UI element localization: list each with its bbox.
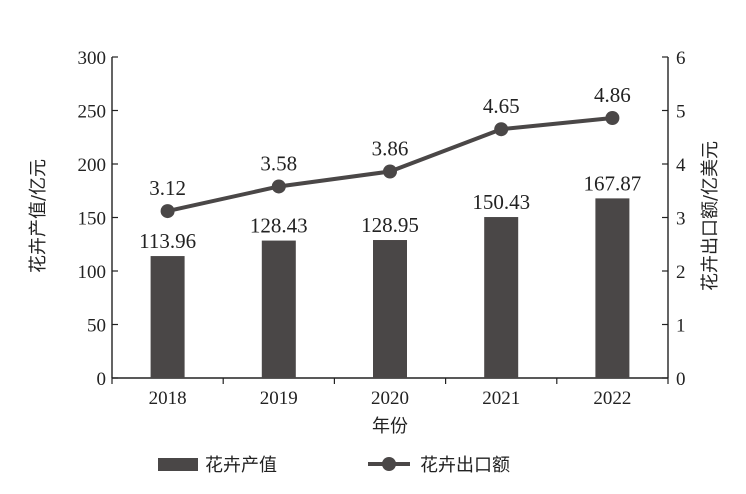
bar-value-label: 150.43 [472, 190, 530, 214]
y-right-tick-label: 2 [676, 262, 686, 283]
export-point-2021 [494, 122, 509, 137]
y-left-tick-label: 150 [78, 209, 107, 230]
export-point-2019 [271, 179, 286, 194]
y-left-tick-label: 100 [78, 262, 107, 283]
bar-2022 [595, 198, 630, 378]
data-labels: 113.96 128.43 128.95 150.43 167.87 3.12 3.58 3.… [139, 83, 641, 253]
y-right-tick-label: 0 [676, 369, 686, 390]
y-left-tick-label: 0 [97, 369, 107, 390]
x-tick-label: 2019 [260, 388, 298, 409]
legend-bar-label: 花卉产值 [205, 455, 277, 476]
bar-2020 [373, 240, 407, 378]
x-tick-label: 2021 [482, 388, 520, 409]
legend-line-label: 花卉出口额 [420, 455, 510, 476]
legend: 花卉产值 花卉出口额 [158, 455, 510, 476]
line-value-label: 4.65 [483, 94, 520, 118]
y-right-tick-label: 3 [676, 209, 686, 230]
x-tick-label: 2022 [593, 388, 631, 409]
line-value-label: 3.58 [260, 151, 297, 175]
bar-2018 [150, 256, 185, 378]
y-right-tick-label: 4 [676, 155, 686, 176]
x-axis-label: 年份 [372, 416, 408, 437]
bar-series [150, 198, 630, 378]
bar-value-label: 113.96 [139, 229, 196, 253]
y-right-tick-label: 1 [676, 316, 686, 337]
y-left-tick-label: 200 [78, 155, 107, 176]
line-value-label: 4.86 [594, 83, 631, 107]
axes: 0 50 100 150 200 250 300 0 1 2 3 4 5 6 2018 2019 2020 202… [78, 48, 687, 409]
export-point-2018 [160, 204, 175, 219]
bar-2021 [484, 217, 519, 378]
bar-value-label: 128.43 [250, 214, 308, 238]
export-point-2022 [605, 110, 620, 125]
x-tick-label: 2020 [371, 388, 409, 409]
y-right-tick-label: 6 [676, 48, 686, 69]
bar-value-label: 167.87 [584, 171, 642, 195]
line-value-label: 3.12 [149, 176, 186, 200]
y-right-tick-label: 5 [676, 102, 686, 123]
y-left-tick-label: 50 [87, 316, 106, 337]
bar-value-label: 128.95 [361, 213, 419, 237]
legend-bar-swatch [158, 458, 198, 471]
line-series [160, 110, 620, 219]
line-value-label: 3.86 [372, 136, 409, 160]
export-point-2020 [383, 164, 397, 179]
bar-2019 [261, 240, 296, 378]
legend-line-marker [382, 457, 396, 471]
y-axis-right-label: 花卉出口额/亿美元 [700, 141, 721, 291]
y-left-tick-label: 300 [78, 48, 107, 69]
y-axis-left-label: 花卉产值/亿元 [28, 159, 49, 273]
y-left-tick-label: 250 [78, 102, 107, 123]
x-tick-label: 2018 [149, 388, 187, 409]
